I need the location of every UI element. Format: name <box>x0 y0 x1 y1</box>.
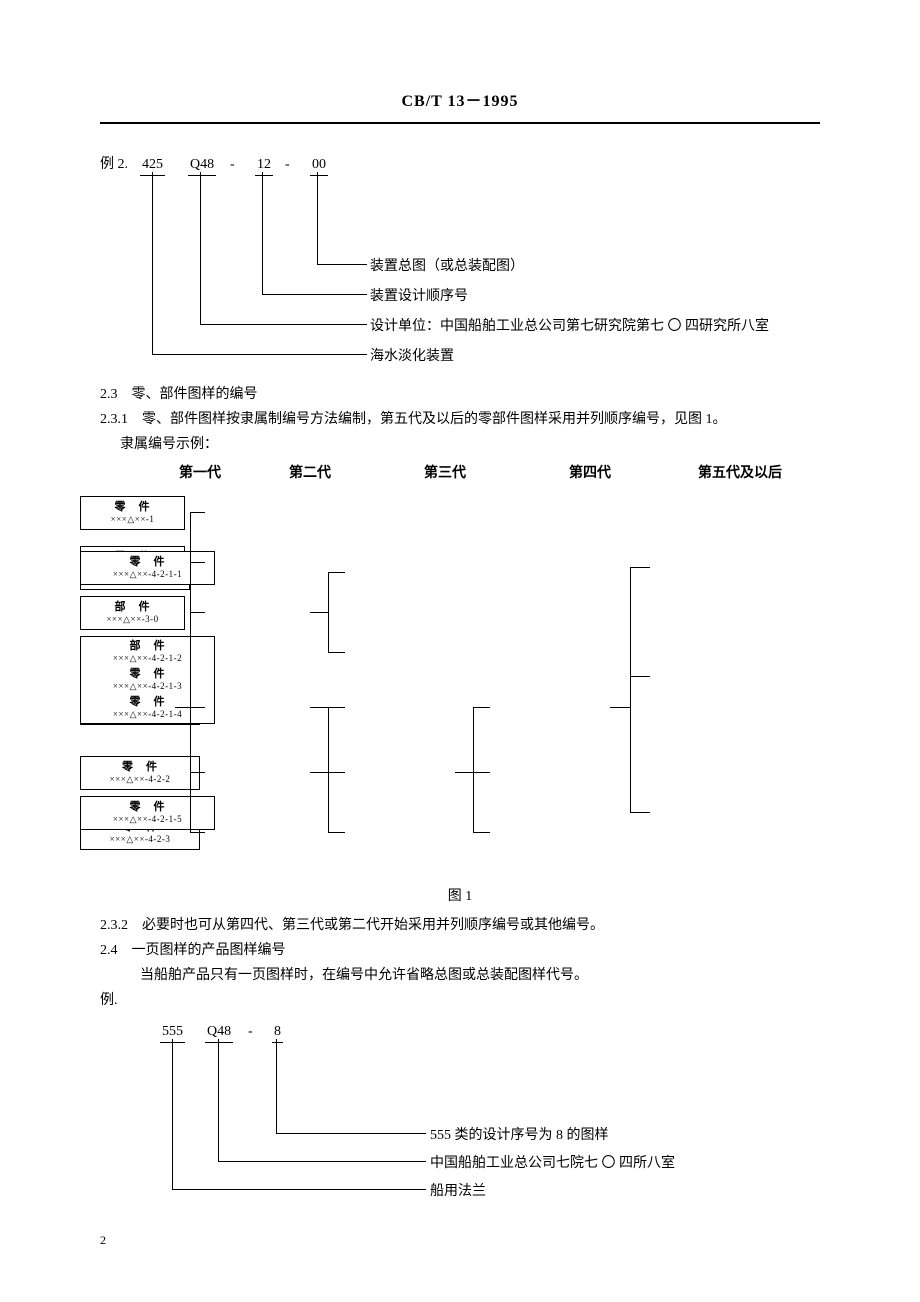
section-2-3-1-sub: 隶属编号示例： <box>120 434 820 455</box>
example-3-prefix: 例. <box>100 990 820 1011</box>
section-2-3-1: 2.3.1 零、部件图样按隶属制编号方法编制，第五代及以后的零部件图样采用并列顺… <box>100 409 820 430</box>
section-2-3-2: 2.3.2 必要时也可从第四代、第三代或第二代开始采用并列顺序编号或其他编号。 <box>100 915 820 936</box>
page-header: CB/T 13－1995 <box>100 90 820 124</box>
section-2-4: 2.4 一页图样的产品图样编号 <box>100 940 820 961</box>
section-2-3: 2.3 零、部件图样的编号 <box>100 384 820 405</box>
page-number: 2 <box>100 1231 820 1249</box>
example-2-diagram: 例 2. 425 Q48 - 12 - 00 装置总图（或总装配图） 装置设计顺… <box>100 154 820 374</box>
tree-diagram: 总 图×××△××-00 零 件×××△××-1 零 件×××△××-2 部 件… <box>80 496 830 866</box>
section-2-4-text: 当船舶产品只有一页图样时，在编号中允许省略总图或总装配图样代号。 <box>140 965 820 986</box>
generation-labels: 第一代 第二代 第三代 第四代 第五代及以后 <box>150 463 820 484</box>
example-3-diagram: 555 Q48 - 8 555 类的设计序号为 8 的图样 中国船舶工业总公司七… <box>100 1021 820 1201</box>
figure-1-caption: 图 1 <box>100 886 820 907</box>
